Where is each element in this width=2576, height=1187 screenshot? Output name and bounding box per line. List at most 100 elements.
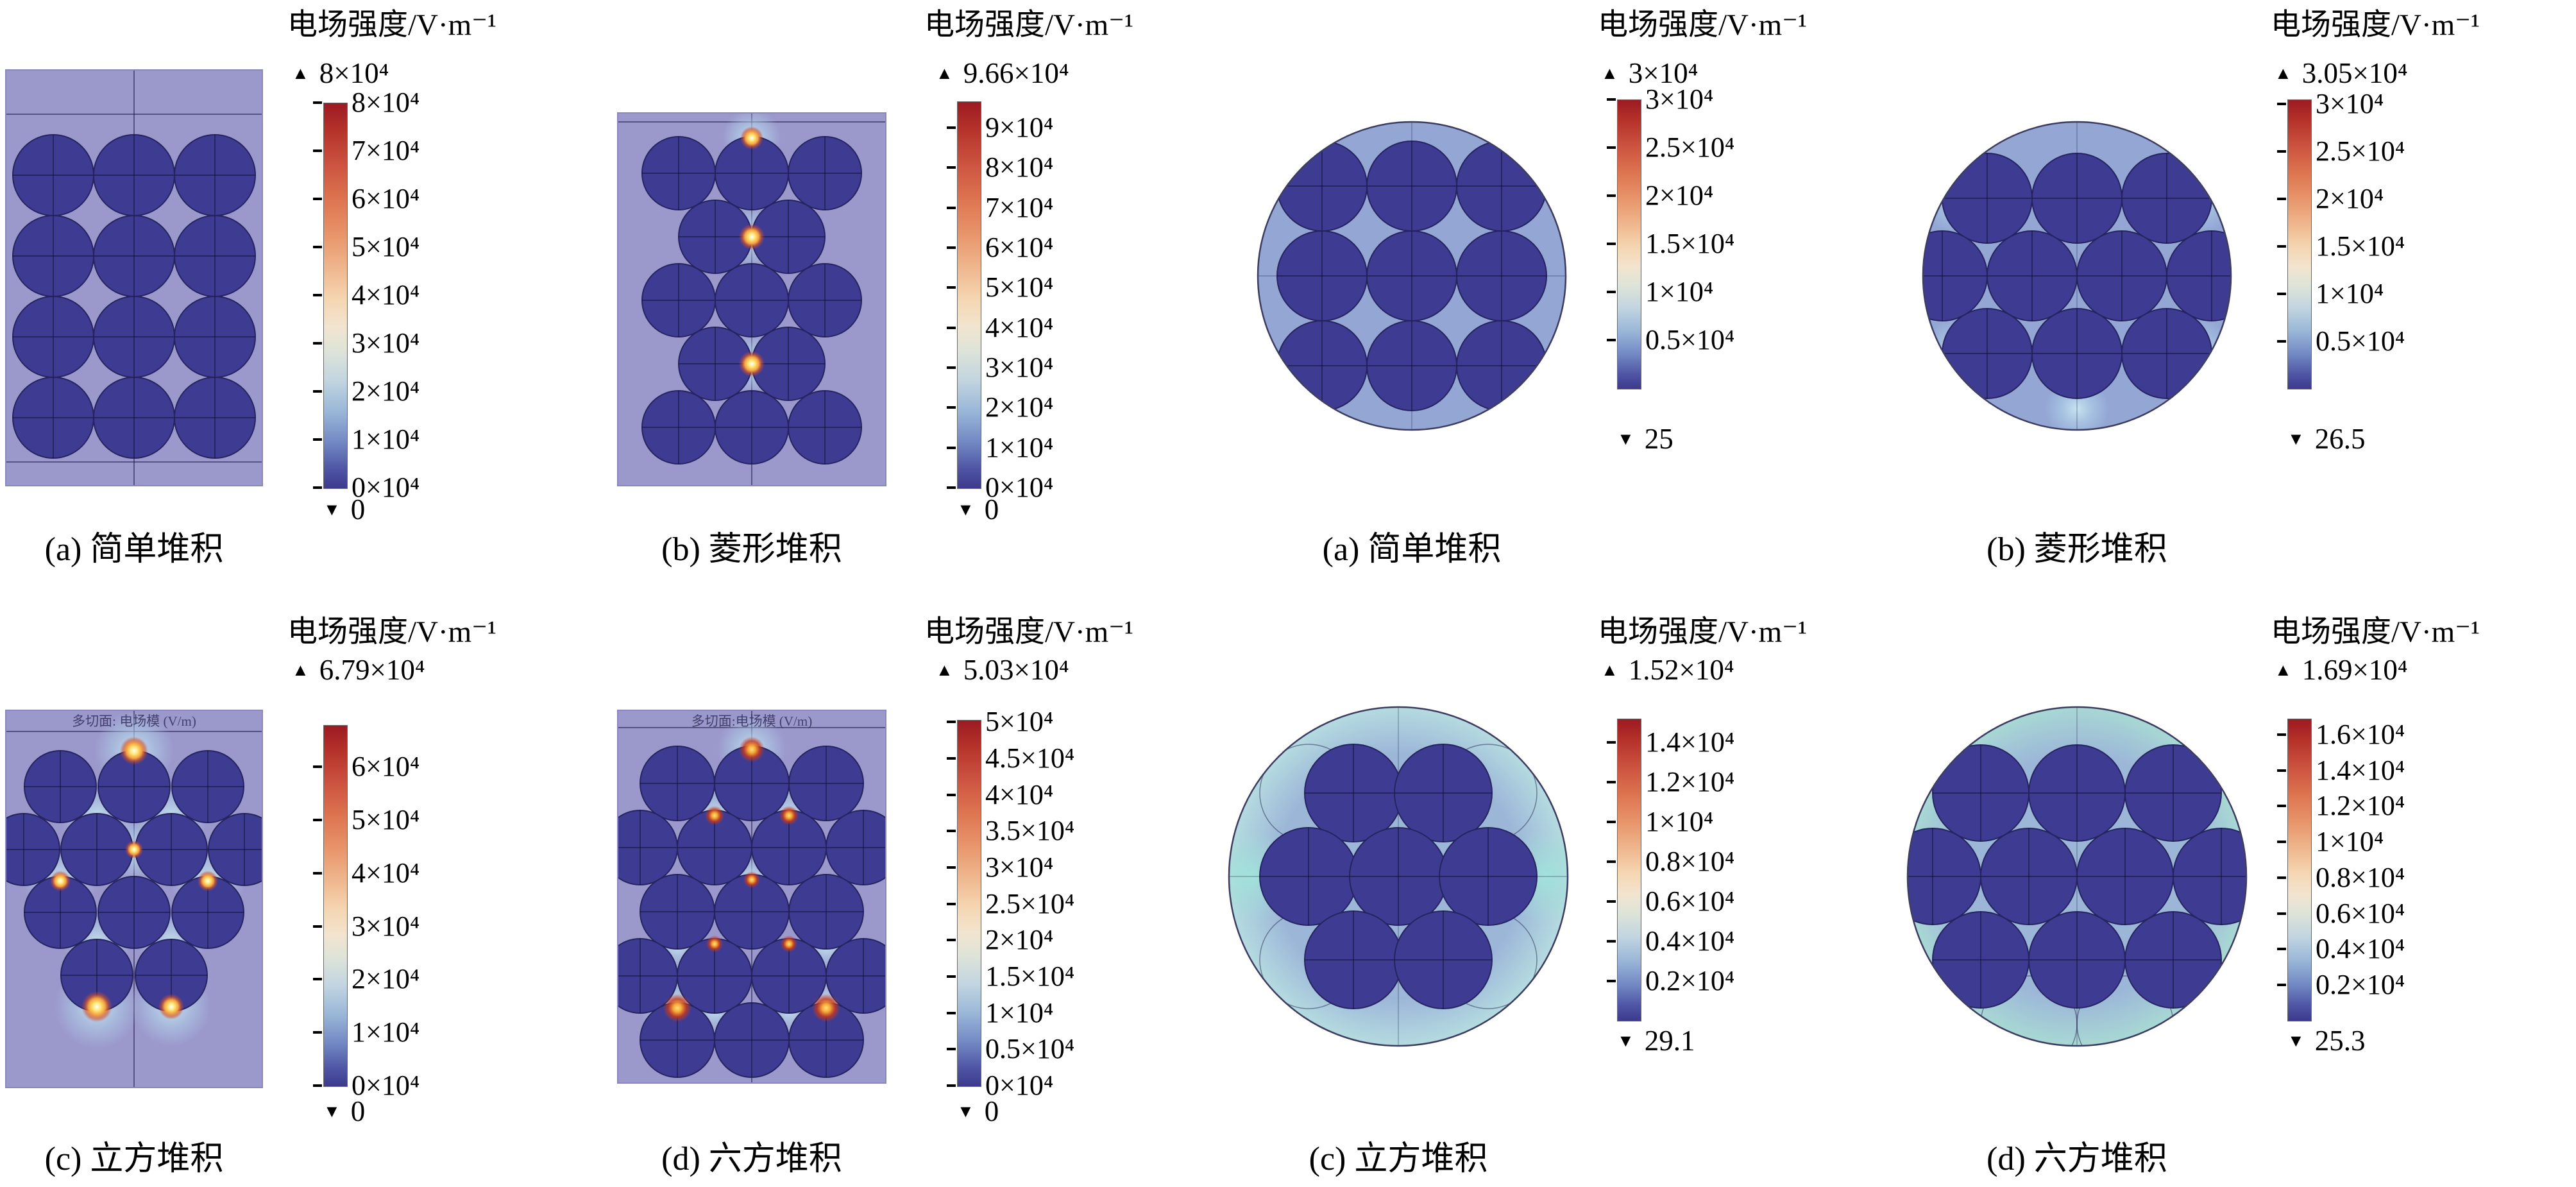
colorbar-tick: 3×10⁴	[1607, 85, 1713, 114]
colorbar-tick: 6×10⁴	[313, 185, 419, 213]
colorbar-tick: 2×10⁴	[2277, 185, 2384, 213]
colorbar-tick: 3×10⁴	[313, 912, 419, 941]
tick-mark	[947, 1084, 956, 1087]
colorbar	[957, 101, 981, 489]
tick-mark	[947, 1048, 956, 1051]
tick-value-label: 1×10⁴	[2316, 826, 2384, 858]
max-value-label: 1.69×10⁴	[2301, 654, 2408, 686]
tick-mark	[313, 246, 322, 248]
colorbar-title: 电场强度/V·m⁻¹	[287, 8, 497, 42]
colorbar-tick: 5×10⁴	[313, 233, 419, 261]
tick-value-label: 8×10⁴	[352, 87, 420, 118]
tick-mark	[947, 830, 956, 833]
colorbar-tick: 4×10⁴	[947, 313, 1053, 342]
max-value-label: 6.79×10⁴	[319, 654, 425, 686]
colorbar-tick: 4×10⁴	[313, 281, 419, 309]
tick-mark	[947, 902, 956, 905]
tick-mark	[2277, 769, 2286, 772]
tick-value-label: 1.4×10⁴	[1645, 726, 1735, 758]
max-value-label: 3×10⁴	[1628, 57, 1699, 89]
colorbar-tick: 1×10⁴	[1607, 278, 1713, 306]
tick-mark	[313, 925, 322, 928]
tick-mark	[313, 198, 322, 200]
tick-mark	[2277, 805, 2286, 808]
field-map-rect-hexagonal	[617, 710, 886, 1084]
colorbar-min-row: ▼ 0	[323, 1097, 365, 1126]
min-marker-icon: ▼	[957, 500, 974, 519]
tick-value-label: 1.5×10⁴	[985, 961, 1075, 993]
tick-value-label: 9×10⁴	[985, 112, 1054, 144]
tick-value-label: 6×10⁴	[985, 232, 1054, 264]
colorbar-tick: 1.2×10⁴	[1607, 768, 1734, 796]
tick-value-label: 1.2×10⁴	[2316, 790, 2405, 822]
tick-mark	[313, 101, 322, 104]
tick-mark	[2277, 912, 2286, 915]
min-marker-icon: ▼	[2287, 429, 2305, 448]
colorbar-tick: 2×10⁴	[313, 377, 419, 406]
colorbar-tick: 1.4×10⁴	[2277, 756, 2405, 785]
colorbar-max-row: ▲ 8×10⁴	[292, 59, 389, 88]
tick-value-label: 6×10⁴	[352, 183, 420, 214]
tick-value-label: 2.5×10⁴	[1645, 132, 1735, 164]
tick-value-label: 0×10⁴	[985, 1070, 1054, 1101]
colorbar-tick: 5×10⁴	[313, 806, 419, 834]
colorbar-tick: 2.5×10⁴	[947, 887, 1075, 919]
min-value-label: 0	[984, 1095, 999, 1127]
colorbar	[323, 103, 348, 489]
colorbar-tick-labels: 3×10⁴ 2.5×10⁴ 2×10⁴ 1.5×10⁴ 1×10⁴ 0.5×10⁴	[2277, 90, 2489, 388]
tick-value-label: 5×10⁴	[352, 804, 420, 836]
field-map-circle-hexagonal	[1904, 703, 2250, 1050]
tick-mark	[1607, 979, 1616, 982]
tick-value-label: 4×10⁴	[352, 279, 420, 311]
colorbar-max-row: ▲ 3.05×10⁴	[2275, 59, 2408, 88]
tick-value-label: 4.5×10⁴	[985, 742, 1075, 774]
min-marker-icon: ▼	[1617, 1031, 1634, 1050]
tick-value-label: 0.6×10⁴	[2316, 897, 2405, 929]
tick-value-label: 6×10⁴	[352, 751, 420, 783]
colorbar-title: 电场强度/V·m⁻¹	[1598, 615, 1808, 649]
tick-mark	[313, 978, 322, 981]
colorbar-tick: 0.6×10⁴	[1607, 887, 1734, 916]
min-value-label: 25.3	[2314, 1025, 2366, 1057]
max-value-label: 1.52×10⁴	[1628, 654, 1734, 686]
tick-mark	[2277, 292, 2286, 295]
tick-mark	[2277, 103, 2286, 106]
tick-value-label: 1×10⁴	[1645, 276, 1714, 308]
tick-mark	[947, 286, 956, 289]
max-marker-icon: ▲	[2275, 660, 2292, 679]
tick-mark	[313, 390, 322, 393]
min-marker-icon: ▼	[1617, 429, 1634, 448]
tick-mark	[313, 819, 322, 822]
panel-caption: (a) 简单堆积	[1322, 531, 1502, 568]
tick-value-label: 1×10⁴	[985, 996, 1054, 1029]
tick-value-label: 2×10⁴	[352, 375, 420, 407]
max-marker-icon: ▲	[292, 660, 309, 679]
tick-mark	[947, 366, 956, 370]
colorbar-tick: 4×10⁴	[947, 780, 1053, 809]
colorbar-tick: 1×10⁴	[2277, 279, 2384, 308]
tick-value-label: 2.5×10⁴	[985, 887, 1075, 919]
tick-value-label: 5×10⁴	[985, 271, 1054, 303]
tick-mark	[2277, 244, 2286, 248]
max-value-label: 9.66×10⁴	[963, 57, 1069, 89]
tick-value-label: 0×10⁴	[985, 472, 1054, 503]
max-value-label: 8×10⁴	[319, 57, 389, 89]
tick-value-label: 3×10⁴	[2316, 88, 2384, 120]
tick-value-label: 0.2×10⁴	[2316, 968, 2405, 1000]
colorbar-tick: 0×10⁴	[947, 1072, 1053, 1100]
colorbar-tick: 1.6×10⁴	[2277, 721, 2405, 749]
colorbar-tick: 8×10⁴	[313, 89, 419, 117]
colorbar-title: 电场强度/V·m⁻¹	[924, 615, 1134, 649]
colorbar-title: 电场强度/V·m⁻¹	[287, 615, 497, 649]
tick-value-label: 1.5×10⁴	[1645, 228, 1735, 260]
colorbar-tick: 1.5×10⁴	[1607, 230, 1734, 258]
tick-value-label: 0.8×10⁴	[2316, 861, 2405, 893]
tick-mark	[947, 446, 956, 449]
max-value-label: 3.05×10⁴	[2301, 57, 2408, 89]
colorbar-tick: 1.5×10⁴	[2277, 232, 2405, 260]
tick-mark	[1607, 194, 1616, 198]
colorbar-tick: 3×10⁴	[313, 329, 419, 357]
colorbar-tick: 0.8×10⁴	[1607, 848, 1734, 876]
